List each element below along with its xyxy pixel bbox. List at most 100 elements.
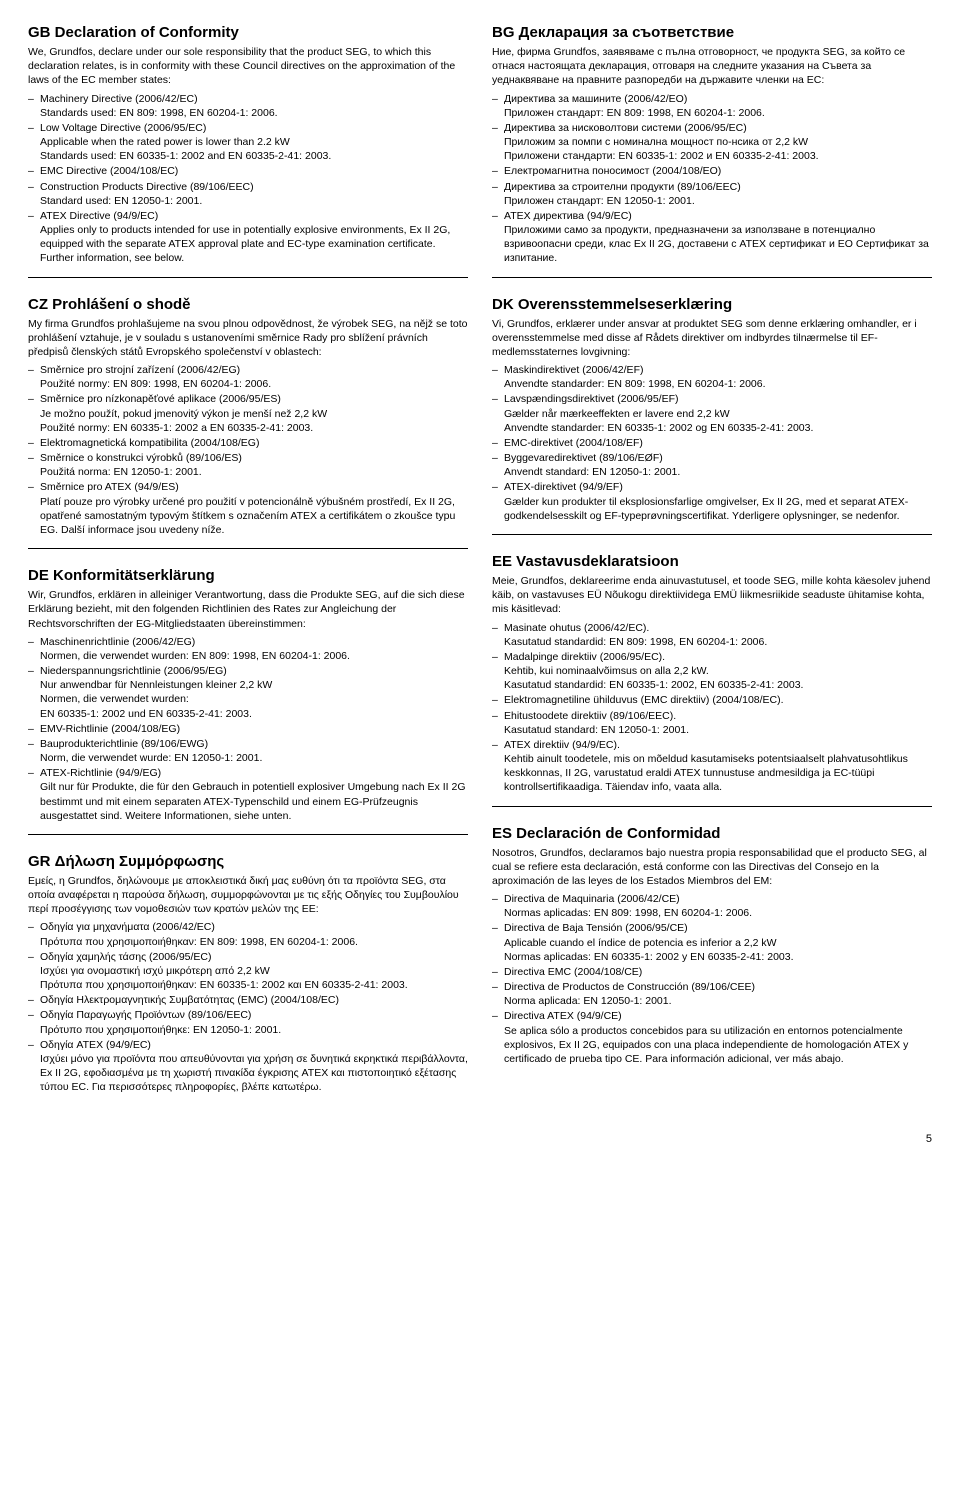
bullet-dash: – bbox=[28, 766, 40, 780]
directive-subline: Gælder kun produkter til eksplosionsfarl… bbox=[504, 495, 932, 523]
bullet-dash: – bbox=[28, 664, 40, 678]
directive-subline: Gælder når mærkeeffekten er lavere end 2… bbox=[504, 407, 932, 421]
bullet-dash: – bbox=[28, 993, 40, 1007]
bullet-dash: – bbox=[492, 180, 504, 194]
directive-item: –Directiva de Baja Tensión (2006/95/CE)A… bbox=[492, 921, 932, 964]
directive-item: –Maskindirektivet (2006/42/EF)Anvendte s… bbox=[492, 363, 932, 391]
section-title: CZ Prohlášení o shodě bbox=[28, 296, 468, 313]
bullet-dash: – bbox=[492, 121, 504, 135]
directive-list: –Οδηγία για μηχανήματα (2006/42/EC)Πρότυ… bbox=[28, 920, 468, 1094]
directive-subline: Použité normy: EN 60335-1: 2002 a EN 603… bbox=[40, 421, 468, 435]
directive-item: –ATEX-direktivet (94/9/EF)Gælder kun pro… bbox=[492, 480, 932, 523]
bullet-dash: – bbox=[492, 921, 504, 935]
declaration-section-gr: GR Δήλωση ΣυμμόρφωσηςΕμείς, η Grundfos, … bbox=[28, 853, 468, 1106]
directive-item: –EMV-Richtlinie (2004/108/EG) bbox=[28, 722, 468, 736]
directive-subline: Je možno použít, pokud jmenovitý výkon j… bbox=[40, 407, 468, 421]
directive-item: –Niederspannungsrichtlinie (2006/95/EG)N… bbox=[28, 664, 468, 721]
bullet-dash: – bbox=[492, 693, 504, 707]
directive-item: –Директива за строителни продукти (89/10… bbox=[492, 180, 932, 208]
bullet-dash: – bbox=[28, 180, 40, 194]
directive-subline: Kehtib ainult toodetele, mis on mõeldud … bbox=[504, 752, 932, 795]
directive-item: –Maschinenrichtlinie (2006/42/EG)Normen,… bbox=[28, 635, 468, 663]
declaration-section-gb: GB Declaration of ConformityWe, Grundfos… bbox=[28, 24, 468, 278]
bullet-dash: – bbox=[28, 363, 40, 377]
directive-item: –Directiva ATEX (94/9/CE)Se aplica sólo … bbox=[492, 1009, 932, 1066]
directive-subline: Applicable when the rated power is lower… bbox=[40, 135, 468, 149]
bullet-dash: – bbox=[28, 950, 40, 964]
directive-item: –Elektromagnetiline ühilduvus (EMC direk… bbox=[492, 693, 932, 707]
directive-subline: Anvendt standard: EN 12050-1: 2001. bbox=[504, 465, 932, 479]
directive-subline: Ισχύει μόνο για προϊόντα που απευθύνοντα… bbox=[40, 1052, 468, 1095]
bullet-dash: – bbox=[492, 451, 504, 465]
bullet-dash: – bbox=[28, 92, 40, 106]
directive-subline: Standards used: EN 60335-1: 2002 and EN … bbox=[40, 149, 468, 163]
directive-item: –EMC Directive (2004/108/EC) bbox=[28, 164, 468, 178]
directive-subline: Standard used: EN 12050-1: 2001. bbox=[40, 194, 468, 208]
declaration-section-es: ES Declaración de Conformidad Nosotros, G… bbox=[492, 825, 932, 1078]
directive-item: –Elektromagnetická kompatibilita (2004/1… bbox=[28, 436, 468, 450]
directive-item: –Construction Products Directive (89/106… bbox=[28, 180, 468, 208]
bullet-dash: – bbox=[492, 965, 504, 979]
bullet-dash: – bbox=[28, 209, 40, 223]
bullet-dash: – bbox=[492, 892, 504, 906]
directive-subline: Anvendte standarder: EN 60335-1: 2002 og… bbox=[504, 421, 932, 435]
bullet-dash: – bbox=[28, 635, 40, 649]
directive-item: –Οδηγία Παραγωγής Προϊόντων (89/106/EEC)… bbox=[28, 1008, 468, 1036]
right-column: BG Декларация за съответствиеНие, фирма … bbox=[492, 24, 932, 1123]
section-intro: My firma Grundfos prohlašujeme na svou p… bbox=[28, 317, 468, 360]
directive-subline: Приложен стандарт: EN 809: 1998, EN 6020… bbox=[504, 106, 932, 120]
section-intro: We, Grundfos, declare under our sole res… bbox=[28, 45, 468, 88]
directive-item: –Lavspændingsdirektivet (2006/95/EF)Gæld… bbox=[492, 392, 932, 435]
directive-subline: Aplicable cuando el índice de potencia e… bbox=[504, 936, 932, 950]
directive-item: –Byggevaredirektivet (89/106/EØF)Anvendt… bbox=[492, 451, 932, 479]
bullet-dash: – bbox=[492, 436, 504, 450]
directive-item: –Директива за машините (2006/42/EO)Прило… bbox=[492, 92, 932, 120]
directive-subline: Приложен стандарт: EN 12050-1: 2001. bbox=[504, 194, 932, 208]
directive-subline: Norma aplicada: EN 12050-1: 2001. bbox=[504, 994, 932, 1008]
section-title: ES Declaración de Conformidad bbox=[492, 825, 932, 842]
directive-subline: Normas aplicadas: EN 60335-1: 2002 y EN … bbox=[504, 950, 932, 964]
declaration-section-bg: BG Декларация за съответствиеНие, фирма … bbox=[492, 24, 932, 278]
directive-item: –Směrnice pro nízkonapěťové aplikace (20… bbox=[28, 392, 468, 435]
directive-item: –Madalpinge direktiiv (2006/95/EC).Kehti… bbox=[492, 650, 932, 693]
directive-item: –ATEX директива (94/9/EC)Приложими само … bbox=[492, 209, 932, 266]
declaration-section-cz: CZ Prohlášení o shodě My firma Grundfos p… bbox=[28, 296, 468, 550]
directive-subline: Πρότυπα που χρησιμοποιήθηκαν: EN 60335-1… bbox=[40, 978, 468, 992]
section-title: DE Konformitätserklärung bbox=[28, 567, 468, 584]
directive-item: –Směrnice pro strojní zařízení (2006/42/… bbox=[28, 363, 468, 391]
bullet-dash: – bbox=[28, 436, 40, 450]
bullet-dash: – bbox=[492, 164, 504, 178]
directive-item: –ATEX-Richtlinie (94/9/EG)Gilt nur für P… bbox=[28, 766, 468, 823]
directive-subline: Platí pouze pro výrobky určené pro použi… bbox=[40, 495, 468, 538]
bullet-dash: – bbox=[492, 980, 504, 994]
directive-item: –Οδηγία για μηχανήματα (2006/42/EC)Πρότυ… bbox=[28, 920, 468, 948]
bullet-dash: – bbox=[492, 621, 504, 635]
bullet-dash: – bbox=[492, 709, 504, 723]
bullet-dash: – bbox=[28, 737, 40, 751]
directive-subline: Normas aplicadas: EN 809: 1998, EN 60204… bbox=[504, 906, 932, 920]
directive-item: –Directiva EMC (2004/108/CE) bbox=[492, 965, 932, 979]
section-intro: Meie, Grundfos, deklareerime enda ainuva… bbox=[492, 574, 932, 617]
bullet-dash: – bbox=[28, 451, 40, 465]
directive-subline: Πρότυπο που χρησιμοποιήθηκε: EN 12050-1:… bbox=[40, 1023, 468, 1037]
bullet-dash: – bbox=[28, 121, 40, 135]
section-title: BG Декларация за съответствие bbox=[492, 24, 932, 41]
directive-subline: Kehtib, kui nominaalvõimsus on alla 2,2 … bbox=[504, 664, 932, 678]
directive-subline: Anvendte standarder: EN 809: 1998, EN 60… bbox=[504, 377, 932, 391]
bullet-dash: – bbox=[28, 480, 40, 494]
bullet-dash: – bbox=[492, 738, 504, 752]
directive-item: –Směrnice o konstrukci výrobků (89/106/E… bbox=[28, 451, 468, 479]
directive-list: –Директива за машините (2006/42/EO)Прило… bbox=[492, 92, 932, 266]
directive-list: –Machinery Directive (2006/42/EC)Standar… bbox=[28, 92, 468, 266]
directive-subline: Se aplica sólo a productos concebidos pa… bbox=[504, 1024, 932, 1067]
bullet-dash: – bbox=[492, 363, 504, 377]
bullet-dash: – bbox=[28, 1008, 40, 1022]
bullet-dash: – bbox=[492, 480, 504, 494]
directive-item: –Machinery Directive (2006/42/EC)Standar… bbox=[28, 92, 468, 120]
directive-item: –Οδηγία ATEX (94/9/EC)Ισχύει μόνο για πρ… bbox=[28, 1038, 468, 1095]
directive-item: –Directiva de Maquinaria (2006/42/CE)Nor… bbox=[492, 892, 932, 920]
directive-list: –Directiva de Maquinaria (2006/42/CE)Nor… bbox=[492, 892, 932, 1066]
section-intro: Nosotros, Grundfos, declaramos bajo nues… bbox=[492, 846, 932, 889]
directive-item: –Masinate ohutus (2006/42/EC).Kasutatud … bbox=[492, 621, 932, 649]
bullet-dash: – bbox=[28, 920, 40, 934]
